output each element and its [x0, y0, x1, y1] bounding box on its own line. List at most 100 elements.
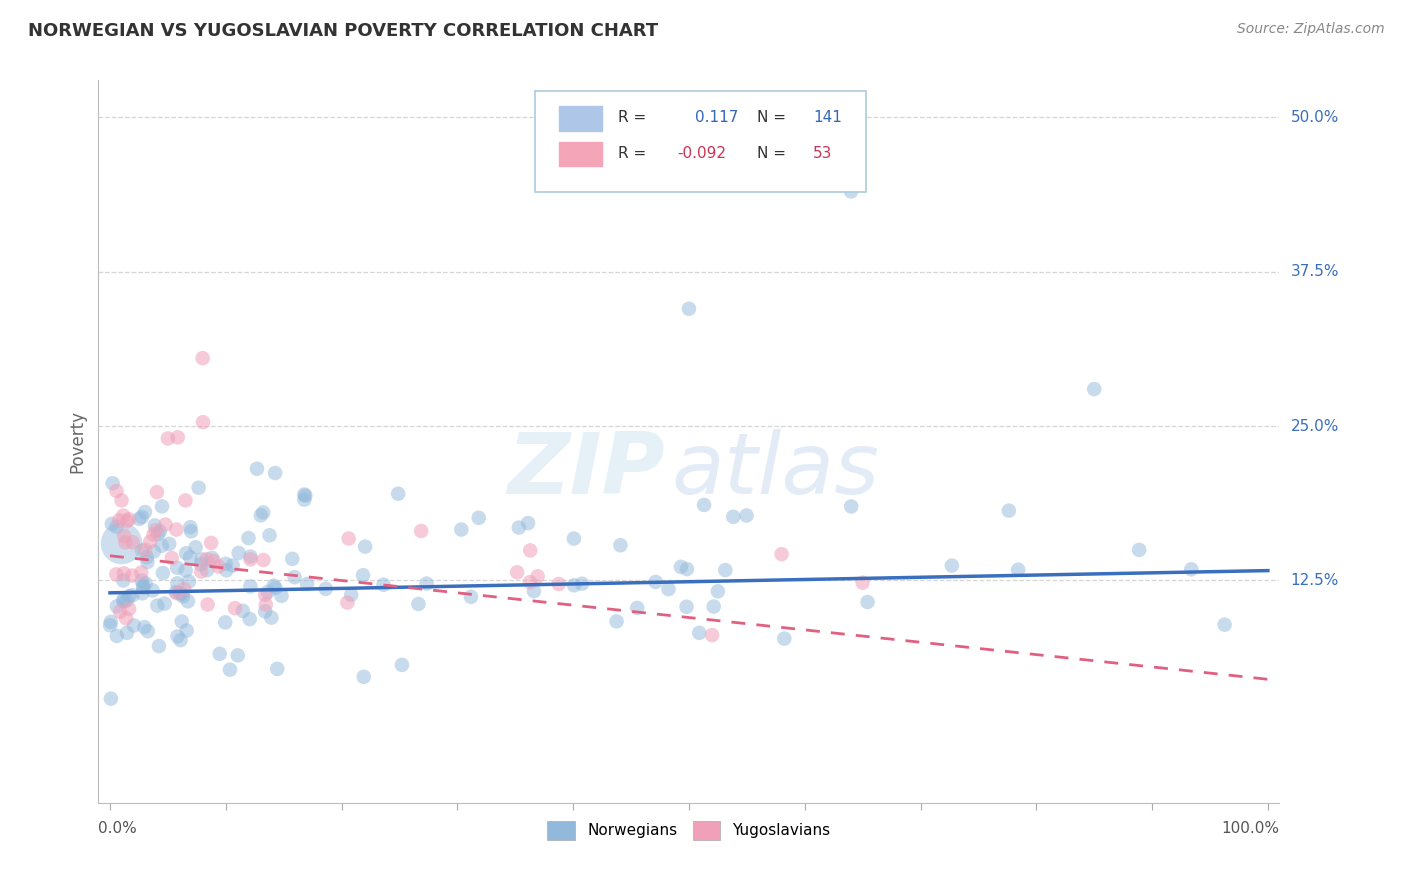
Point: [143, 518, 166, 533]
Point: [170, 615, 193, 629]
Point: [219, 663, 242, 677]
Point: [174, 493, 197, 508]
Point: [135, 550, 157, 565]
Point: [675, 599, 697, 614]
Point: [155, 517, 177, 532]
Point: [707, 584, 730, 599]
Point: [101, 516, 124, 531]
Point: [190, 552, 212, 566]
Point: [197, 598, 219, 612]
Point: [281, 552, 304, 566]
Point: [172, 590, 194, 604]
Point: [519, 543, 541, 558]
Text: R =: R =: [619, 111, 647, 126]
Text: N =: N =: [758, 145, 786, 161]
Point: [773, 632, 796, 646]
Legend: Norwegians, Yugoslavians: Norwegians, Yugoslavians: [541, 815, 837, 846]
Text: 12.5%: 12.5%: [1291, 573, 1339, 588]
Point: [202, 554, 225, 568]
Point: [517, 516, 540, 530]
Text: 100.0%: 100.0%: [1222, 822, 1279, 837]
Y-axis label: Poverty: Poverty: [69, 410, 87, 473]
Point: [191, 415, 214, 429]
Point: [105, 629, 128, 643]
Point: [131, 586, 153, 600]
Point: [723, 509, 745, 524]
Point: [676, 562, 699, 576]
Point: [190, 558, 212, 572]
Point: [173, 582, 195, 597]
Point: [254, 598, 277, 612]
Point: [166, 561, 188, 575]
Point: [270, 589, 292, 603]
Point: [264, 466, 287, 480]
Point: [136, 555, 159, 569]
Point: [166, 576, 188, 591]
Text: atlas: atlas: [671, 429, 879, 512]
Point: [136, 624, 159, 639]
Point: [184, 540, 207, 554]
Point: [118, 512, 141, 526]
Point: [112, 574, 135, 588]
Point: [132, 579, 155, 593]
Point: [391, 657, 413, 672]
Point: [134, 542, 156, 557]
Point: [703, 599, 725, 614]
Point: [249, 508, 271, 523]
Point: [256, 585, 278, 599]
Point: [122, 618, 145, 632]
Point: [408, 597, 430, 611]
Point: [252, 505, 274, 519]
Point: [839, 185, 862, 199]
Point: [142, 544, 165, 558]
Point: [146, 527, 169, 541]
Point: [174, 546, 197, 560]
Point: [131, 566, 153, 580]
Point: [180, 524, 202, 539]
Point: [1128, 542, 1150, 557]
Point: [112, 594, 135, 608]
Point: [169, 633, 191, 648]
Point: [115, 514, 138, 528]
Point: [571, 576, 593, 591]
Text: Source: ZipAtlas.com: Source: ZipAtlas.com: [1237, 22, 1385, 37]
Point: [191, 351, 214, 366]
Point: [340, 588, 363, 602]
Point: [562, 578, 585, 592]
Point: [373, 578, 395, 592]
Point: [207, 559, 229, 574]
Point: [112, 529, 135, 543]
Point: [714, 563, 737, 577]
Point: [170, 587, 193, 601]
Point: [239, 612, 262, 626]
Point: [523, 584, 546, 599]
Point: [121, 568, 143, 582]
Text: 50.0%: 50.0%: [1291, 110, 1339, 125]
Point: [336, 596, 359, 610]
Point: [195, 552, 218, 566]
Point: [352, 568, 374, 582]
Point: [264, 581, 287, 595]
Point: [112, 508, 135, 523]
Point: [941, 558, 963, 573]
Point: [134, 620, 156, 634]
Point: [353, 670, 375, 684]
Point: [562, 532, 585, 546]
Point: [294, 489, 316, 503]
Point: [201, 551, 224, 566]
Point: [232, 604, 254, 618]
Point: [644, 574, 666, 589]
Point: [254, 588, 277, 602]
Point: [100, 691, 122, 706]
Point: [156, 432, 179, 446]
Point: [135, 576, 157, 591]
Point: [195, 563, 218, 577]
Point: [177, 594, 200, 608]
Point: [1007, 563, 1029, 577]
Point: [142, 527, 165, 541]
Point: [115, 611, 138, 625]
Point: [145, 523, 167, 537]
Point: [295, 577, 318, 591]
Point: [467, 511, 489, 525]
Point: [118, 589, 141, 603]
